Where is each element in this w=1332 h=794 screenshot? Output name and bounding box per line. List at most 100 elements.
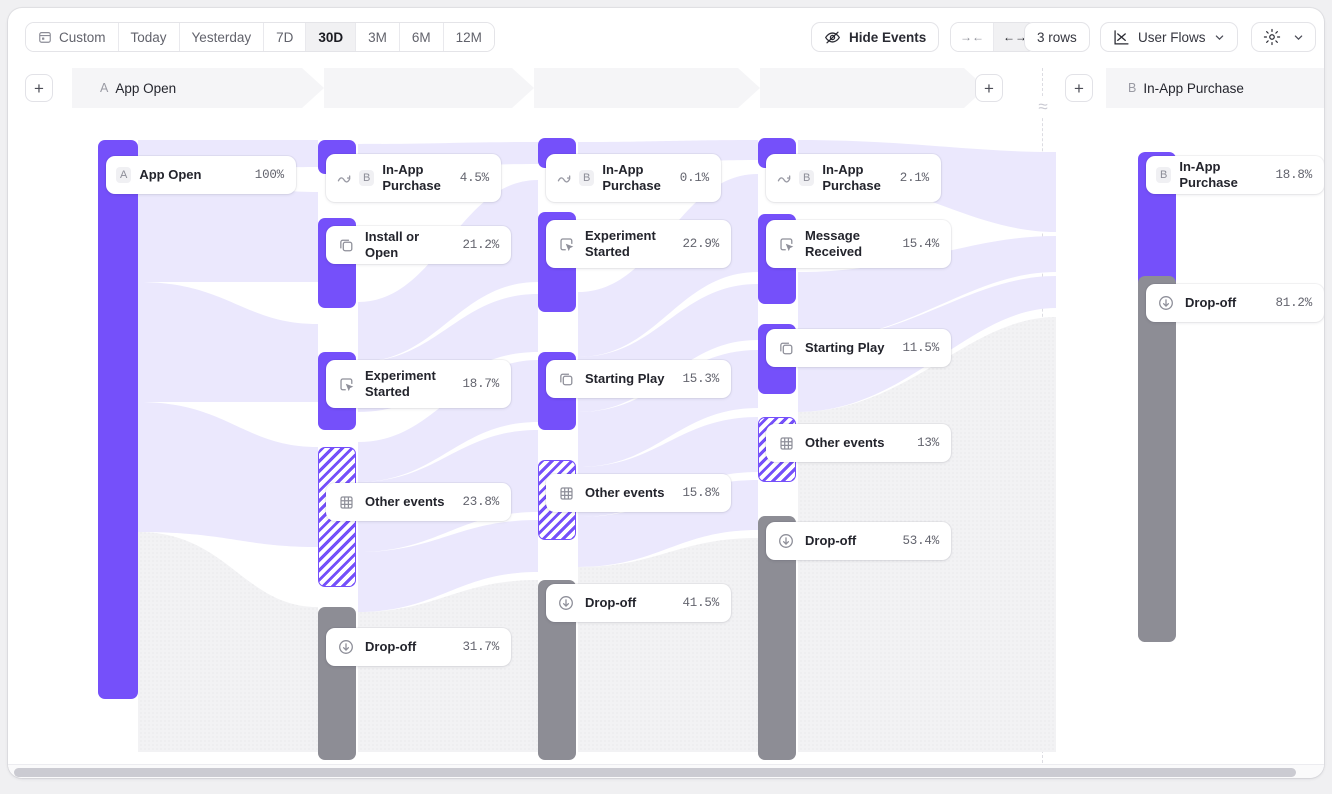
arrow-down-circle-icon (776, 531, 796, 551)
node-label: Drop-off (1185, 294, 1237, 310)
node-tag-b: B (359, 169, 375, 187)
horizontal-scrollbar[interactable] (8, 764, 1324, 778)
node-percent: 53.4% (902, 534, 939, 548)
trend-icon (776, 171, 792, 186)
node-bar-app-open[interactable] (98, 140, 138, 699)
chevron-down-icon (1293, 32, 1304, 43)
node-percent: 100% (254, 168, 284, 182)
add-step-left-button[interactable]: + (25, 74, 53, 102)
arrow-down-circle-icon (556, 593, 576, 613)
node-label: In-App Purchase (1179, 158, 1238, 190)
node-percent: 11.5% (902, 341, 939, 355)
node-card-drop-off[interactable]: Drop-off 53.4% (766, 522, 951, 560)
rows-label: 3 rows (1037, 29, 1077, 45)
step-chevron-1 (302, 68, 324, 108)
node-percent: 4.5% (459, 171, 489, 185)
copy-icon (336, 235, 356, 255)
node-card-drop-off[interactable]: Drop-off 31.7% (326, 628, 511, 666)
range-12m[interactable]: 12M (443, 23, 494, 51)
node-label: Drop-off (365, 638, 417, 654)
add-step-right-label: + (1074, 78, 1084, 98)
rows-selector[interactable]: 3 rows (1024, 22, 1090, 52)
node-label: In-App Purchase (822, 161, 881, 193)
node-card-other-events[interactable]: Other events 23.8% (326, 483, 511, 521)
flow-ribbons (138, 140, 1056, 752)
scrollbar-thumb[interactable] (14, 768, 1296, 777)
node-percent: 41.5% (682, 596, 719, 610)
node-card-in-app-purchase[interactable]: B In-App Purchase 2.1% (766, 154, 941, 202)
range-6m[interactable]: 6M (399, 23, 444, 51)
node-bar-drop-off[interactable] (1138, 276, 1176, 642)
range-custom[interactable]: Custom (26, 23, 119, 51)
flow-step-3[interactable] (534, 68, 738, 108)
range-7d-label: 7D (276, 29, 294, 45)
add-step-left-label: + (34, 78, 44, 98)
node-card-drop-off[interactable]: Drop-off 81.2% (1146, 284, 1324, 322)
grid-icon (776, 433, 796, 453)
flow-step-app-open[interactable]: A App Open (72, 68, 302, 108)
flow-step-4[interactable] (760, 68, 964, 108)
node-card-starting-play[interactable]: Starting Play 11.5% (766, 329, 951, 367)
node-card-starting-play[interactable]: Starting Play 15.3% (546, 360, 731, 398)
node-label: Drop-off (805, 532, 857, 548)
range-3m[interactable]: 3M (356, 23, 400, 51)
node-card-message-received[interactable]: Message Received 15.4% (766, 220, 951, 268)
node-label: In-App Purchase (602, 161, 661, 193)
node-label: Experiment Started (365, 367, 436, 399)
node-percent: 15.8% (682, 486, 719, 500)
flow-step-in-app-purchase[interactable]: B In-App Purchase (1106, 68, 1324, 108)
flow-step-2[interactable] (324, 68, 512, 108)
node-card-other-events[interactable]: Other events 15.8% (546, 474, 731, 512)
hide-events-button[interactable]: Hide Events (811, 22, 940, 52)
node-tag-a: A (116, 166, 132, 184)
eye-off-icon (824, 29, 841, 46)
node-card-experiment-started[interactable]: Experiment Started 18.7% (326, 360, 511, 408)
range-yesterday[interactable]: Yesterday (179, 23, 265, 51)
add-step-mid-button[interactable]: + (975, 74, 1003, 102)
range-yesterday-label: Yesterday (191, 29, 252, 45)
view-type-label: User Flows (1138, 29, 1206, 45)
node-card-in-app-purchase[interactable]: B In-App Purchase 18.8% (1146, 156, 1324, 194)
settings-button[interactable] (1251, 22, 1316, 52)
user-flows-app: Custom Today Yesterday 7D 30D 3M 6M 12M … (8, 8, 1324, 778)
range-7d[interactable]: 7D (264, 23, 307, 51)
range-30d[interactable]: 30D (306, 23, 357, 51)
node-bar-other-events[interactable] (318, 447, 356, 587)
node-card-experiment-started[interactable]: Experiment Started 22.9% (546, 220, 731, 268)
node-card-in-app-purchase[interactable]: B In-App Purchase 4.5% (326, 154, 501, 202)
step-tag-b: B (1128, 81, 1137, 95)
node-label: Starting Play (805, 339, 885, 355)
node-card-app-open[interactable]: A App Open 100% (106, 156, 296, 194)
node-percent: 15.3% (682, 372, 719, 386)
node-percent: 18.7% (462, 377, 499, 391)
add-step-right-button[interactable]: + (1065, 74, 1093, 102)
node-card-drop-off[interactable]: Drop-off 41.5% (546, 584, 731, 622)
collapse-spacing-button[interactable]: →← (951, 23, 994, 51)
add-step-mid-label: + (984, 78, 994, 98)
arrows-in-icon: →← (960, 30, 984, 44)
node-percent: 0.1% (679, 171, 709, 185)
node-percent: 23.8% (462, 495, 499, 509)
view-type-selector[interactable]: User Flows (1100, 22, 1238, 52)
node-card-install-or-open[interactable]: Install or Open 21.2% (326, 226, 511, 264)
node-card-in-app-purchase[interactable]: B In-App Purchase 0.1% (546, 154, 721, 202)
copy-icon (556, 369, 576, 389)
node-percent: 18.8% (1275, 168, 1312, 182)
copy-icon (776, 338, 796, 358)
arrow-down-circle-icon (336, 637, 356, 657)
range-today-label: Today (130, 29, 167, 45)
cursor-box-icon (776, 234, 796, 254)
node-tag-b: B (1156, 166, 1172, 184)
trend-icon (556, 171, 572, 186)
chevron-down-icon (1214, 32, 1225, 43)
range-today[interactable]: Today (118, 23, 180, 51)
date-range-selector[interactable]: Custom Today Yesterday 7D 30D 3M 6M 12M (25, 22, 495, 52)
node-label: Install or Open (365, 228, 420, 260)
node-label: Other events (585, 484, 665, 500)
toolbar: Custom Today Yesterday 7D 30D 3M 6M 12M … (8, 8, 1324, 64)
node-card-other-events[interactable]: Other events 13% (766, 424, 951, 462)
node-percent: 81.2% (1275, 296, 1312, 310)
node-percent: 22.9% (682, 237, 719, 251)
sankey-canvas: A App Open 100% B In-App Purchase 4.5% I… (8, 112, 1324, 762)
arrow-down-circle-icon (1156, 293, 1176, 313)
